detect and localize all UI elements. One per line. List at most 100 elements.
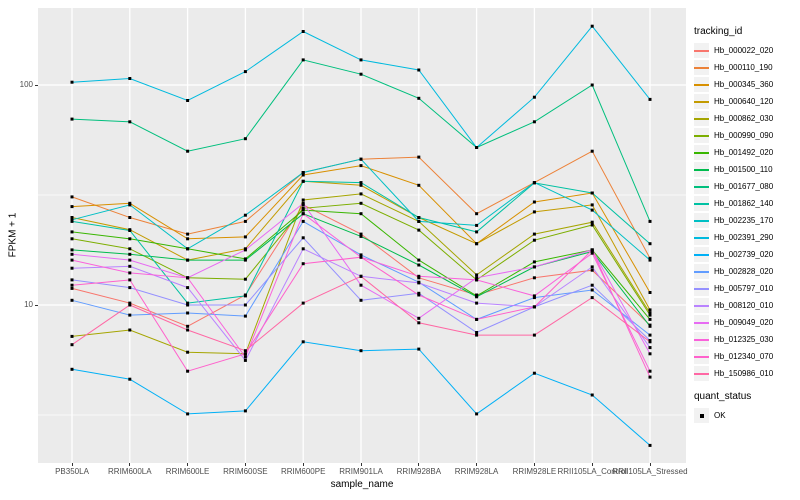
data-point [70,334,74,338]
data-point [417,219,421,223]
data-point [475,278,479,282]
legend-swatch-line [694,270,709,273]
data-point [243,70,247,74]
legend-item-label: Hb_012340_070 [714,352,774,361]
legend-swatch-line [694,151,709,154]
data-point [70,286,74,290]
data-point [648,324,652,328]
data-point [186,324,190,328]
legend-items: Hb_000022_020 Hb_000110_190 Hb_000345_360 H… [694,42,798,382]
x-tick-label: RRIM928LE [512,467,557,476]
data-point [417,291,421,295]
legend-swatch-line [694,185,709,188]
data-point [186,350,190,354]
data-point [70,219,74,223]
data-point [186,328,190,332]
data-point [475,333,479,337]
x-tick-mark [244,463,246,466]
data-point [301,247,305,251]
data-point [532,238,536,242]
data-point [128,271,132,275]
legend-item-label: Hb_005797_010 [714,284,774,293]
data-point [243,235,247,239]
data-point [186,276,190,280]
legend-item-Hb_000862_030: Hb_000862_030 [694,110,798,127]
data-point [186,258,190,262]
legend-swatch-line [694,168,709,171]
legend-key [694,128,709,143]
x-tick-mark [71,463,73,466]
x-tick-label: RRII105LA_Control [557,467,627,476]
data-point [186,232,190,236]
legend-item-label: Hb_002391_290 [714,233,774,242]
data-point [70,237,74,241]
data-point [243,352,247,356]
data-point [590,265,594,269]
data-point [359,58,363,62]
data-point [475,412,479,416]
data-point [301,208,305,212]
legend-swatch-line [694,236,709,239]
data-point [128,247,132,251]
legend-key [694,315,709,330]
data-point [417,228,421,232]
data-point [301,236,305,240]
data-point [301,219,305,223]
data-point [590,24,594,28]
data-point [359,212,363,216]
data-point [359,164,363,168]
data-point [532,333,536,337]
data-point [475,331,479,334]
data-point [301,203,305,207]
legend-key [694,264,709,279]
data-point [128,229,132,232]
data-point [475,242,479,246]
legend-item-Hb_001677_080: Hb_001677_080 [694,178,798,195]
data-point [532,232,536,236]
data-point [475,146,479,149]
legend-key [694,230,709,245]
legend-swatch-line [694,117,709,120]
legend-key [694,213,709,228]
legend-item-Hb_012340_070: Hb_012340_070 [694,348,798,365]
x-tick-mark [360,463,362,466]
x-tick-mark [591,463,593,466]
data-point [243,277,247,281]
legend-key [694,366,709,381]
data-point [301,173,305,177]
data-point [359,201,363,205]
data-point [359,274,363,278]
x-tick-label: RRIM600SE [223,467,268,476]
data-point [417,258,421,262]
x-tick-label: PB350LA [55,467,89,476]
legend-swatch-line [694,253,709,256]
data-point [590,191,594,195]
y-tick-label-10: 10 [24,300,33,309]
legend-item-Hb_150986_010: Hb_150986_010 [694,365,798,382]
data-point [648,256,652,260]
data-point [70,283,74,287]
legend-item-Hb_000990_090: Hb_000990_090 [694,127,798,144]
data-point [243,213,247,217]
legend-swatch-line [694,100,709,103]
legend-item-Hb_005797_010: Hb_005797_010 [694,280,798,297]
data-point [70,117,74,121]
data-point [301,212,305,216]
data-point [301,171,305,174]
data-point [128,301,132,305]
data-point [590,296,594,300]
data-point [301,262,305,266]
data-point [243,303,247,307]
data-point [590,268,594,272]
legend-item-Hb_000640_120: Hb_000640_120 [694,93,798,110]
legend-item-label: Hb_001862_140 [714,199,774,208]
legend-item-label: Hb_000022_020 [714,46,774,55]
x-tick-mark [418,463,420,466]
legend-item-Hb_009049_020: Hb_009049_020 [694,314,798,331]
data-point [532,296,536,300]
legend-title-tracking-id: tracking_id [694,26,743,37]
data-point [648,375,652,379]
legend-key [694,332,709,347]
data-point [243,358,247,362]
legend-item-label: OK [714,411,726,420]
